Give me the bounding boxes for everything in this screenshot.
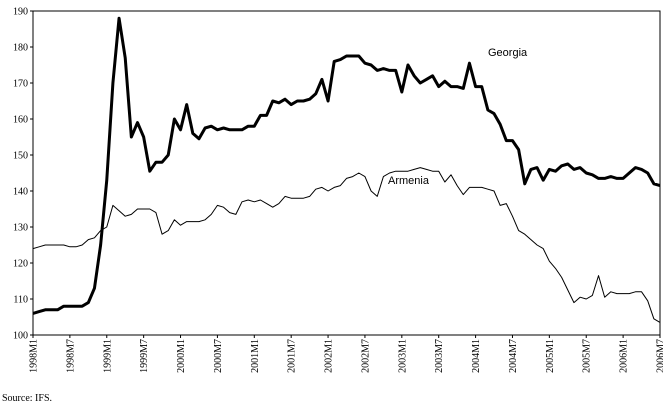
y-tick-label: 110 [13,295,28,306]
y-tick-label: 160 [13,115,28,126]
x-tick-label: 1998M1 [29,339,40,373]
x-tick-label: 1999M1 [102,339,113,373]
y-tick-label: 140 [13,187,28,198]
y-tick-label: 190 [13,7,28,18]
plot-frame [32,10,661,336]
x-tick-label: 2005M7 [582,339,593,373]
x-tick-label: 2003M7 [434,339,445,373]
x-tick-label: 2006M7 [656,339,663,373]
x-tick-label: 2002M7 [360,339,371,373]
series-line [32,167,661,323]
x-tick-label: 2000M1 [176,339,187,373]
x-tick-label: 2004M7 [508,339,519,373]
x-tick-label: 2001M1 [250,339,261,373]
x-tick-label: 1998M7 [65,339,76,373]
x-tick-label: 2001M7 [287,339,298,373]
source-note: Source: IFS. [2,393,52,404]
x-tick-label: 2006M1 [619,339,630,373]
x-tick-label: 1999M7 [139,339,150,373]
y-tick-label: 170 [13,79,28,90]
y-tick-label: 130 [13,223,28,234]
series-annotation: Armenia [388,175,430,187]
series-annotation: Georgia [488,47,528,59]
x-tick-label: 2000M7 [213,339,224,373]
y-tick-label: 120 [13,259,28,270]
y-tick-label: 100 [13,331,28,342]
y-tick-label: 150 [13,151,28,162]
series-line [32,16,661,315]
x-tick-label: 2002M1 [324,339,335,373]
y-tick-label: 180 [13,43,28,54]
x-tick-label: 2004M1 [471,339,482,373]
x-tick-label: 2005M1 [545,339,556,373]
x-tick-label: 2003M1 [397,339,408,373]
